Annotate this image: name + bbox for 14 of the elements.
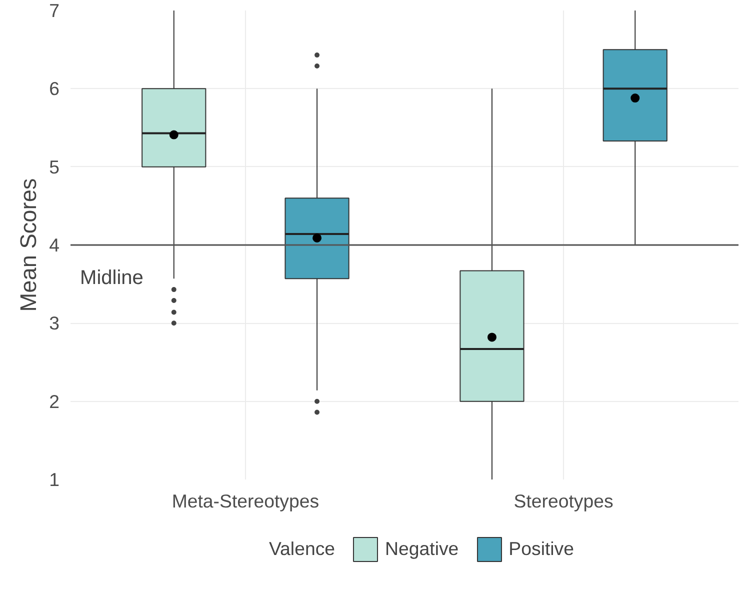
y-tick-label: 6 [49, 78, 60, 100]
y-tick-label: 5 [49, 156, 60, 178]
y-tick-label: 4 [49, 234, 60, 256]
legend-label: Positive [508, 538, 574, 560]
y-tick-label: 7 [49, 0, 60, 21]
y-tick-label: 2 [49, 390, 60, 412]
legend-label: Negative [385, 538, 459, 560]
x-tick-label: Stereotypes [514, 490, 614, 512]
y-axis-title: Mean Scores [15, 178, 42, 312]
x-tick-label: Meta-Stereotypes [172, 490, 320, 512]
y-tick-label: 3 [49, 312, 60, 334]
y-tick-label: 1 [49, 469, 60, 490]
legend-title: Valence [268, 538, 336, 560]
ref-line-label: Midline [80, 266, 144, 289]
